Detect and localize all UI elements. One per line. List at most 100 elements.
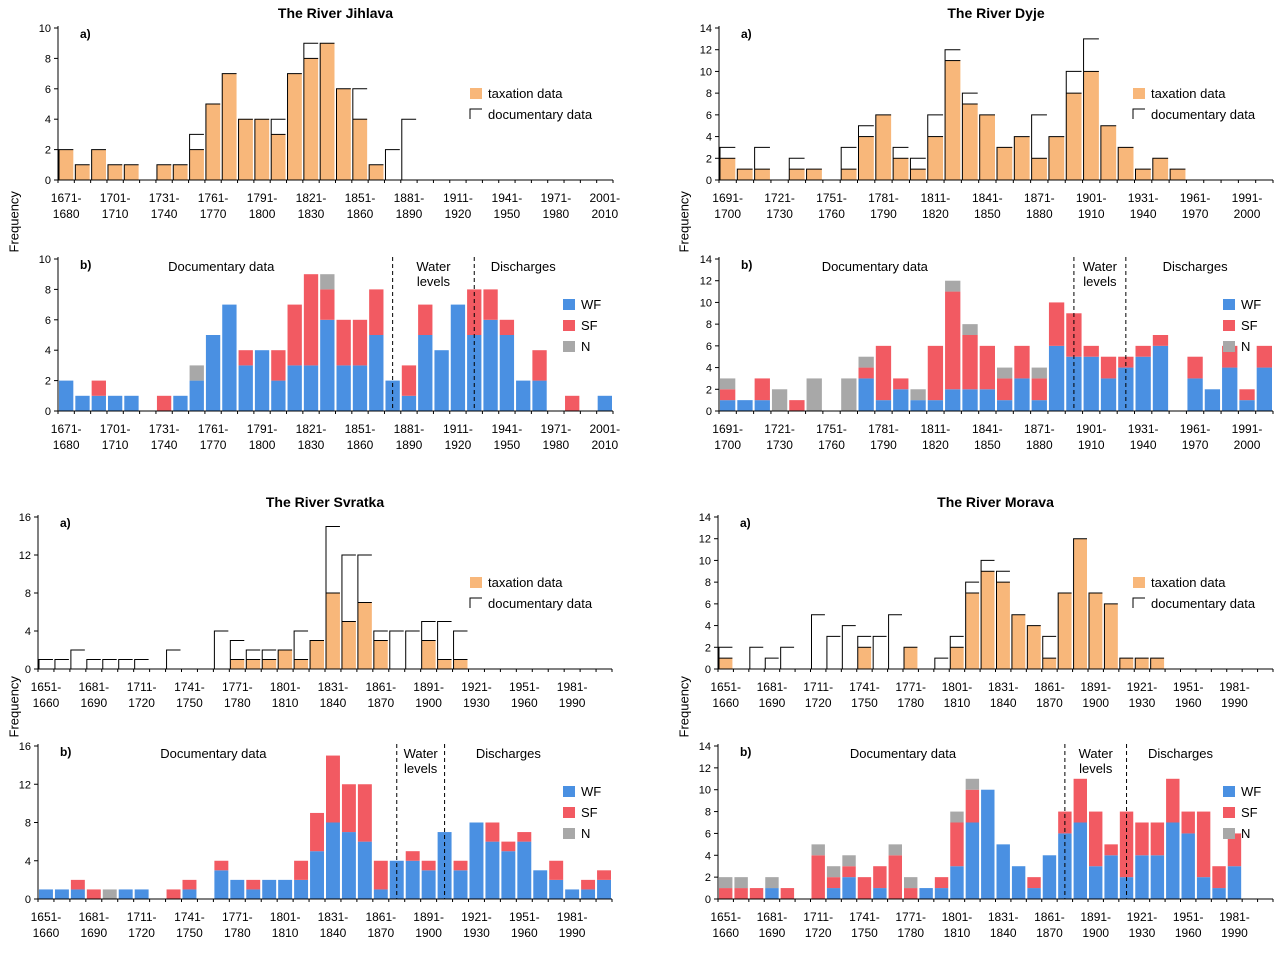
bar-outline-jihlava-a-11 bbox=[238, 118, 253, 180]
bar-taxation-morava-a-28 bbox=[1150, 658, 1165, 669]
x-tick-label-bottom-jihlava-a-7: 1890 bbox=[396, 207, 423, 221]
bar-outline-morava-a-28 bbox=[1150, 657, 1165, 669]
bar-n-morava-b-16 bbox=[965, 778, 980, 790]
section-label-jihlava-b-0-0: Documentary data bbox=[168, 259, 275, 274]
bar-documentary-morava-a-6 bbox=[811, 614, 825, 669]
x-tick-label-bottom-jihlava-a-5: 1830 bbox=[298, 207, 325, 221]
bar-taxation-jihlava-a-13 bbox=[271, 134, 286, 180]
bar-taxation-jihlava-a-11 bbox=[238, 119, 253, 180]
bar-sf-jihlava-b-11 bbox=[238, 350, 253, 366]
bar-sf-svratka-b-28 bbox=[485, 822, 500, 842]
bar-wf-svratka-b-12 bbox=[230, 879, 245, 899]
x-tick-label-top-morava-b-1: 1681- bbox=[757, 910, 788, 924]
bar-taxation-dyje-a-20 bbox=[1066, 93, 1082, 180]
x-tick-label-top-svratka-a-5: 1801- bbox=[270, 680, 301, 694]
bar-sf-dyje-b-14 bbox=[962, 335, 978, 390]
bar-documentary-svratka-a-24 bbox=[421, 621, 436, 641]
y-tick-label-dyje-a-2: 2 bbox=[706, 153, 712, 165]
bar-wf-svratka-b-0 bbox=[39, 889, 53, 899]
bar-taxation-jihlava-a-12 bbox=[254, 119, 270, 180]
panel-label-svratka-a: a) bbox=[60, 516, 71, 530]
x-tick-label-top-dyje-b-3: 1781- bbox=[868, 422, 899, 436]
bar-sf-svratka-b-2 bbox=[70, 879, 85, 890]
bar-wf-dyje-b-13 bbox=[945, 389, 961, 411]
bar-sf-jihlava-b-18 bbox=[352, 319, 368, 366]
bar-wf-jihlava-b-19 bbox=[369, 335, 384, 411]
bar-sf-morava-b-1 bbox=[734, 888, 748, 899]
bar-outline-svratka-a-25 bbox=[437, 621, 452, 669]
bar-taxation-dyje-a-22 bbox=[1100, 125, 1117, 180]
bar-wf-dyje-b-22 bbox=[1100, 378, 1117, 411]
bar-taxation-dyje-a-17 bbox=[1014, 136, 1030, 180]
x-tick-label-bottom-dyje-b-7: 1910 bbox=[1078, 438, 1105, 452]
x-tick-label-bottom-dyje-a-8: 1940 bbox=[1130, 207, 1157, 221]
x-tick-label-top-jihlava-a-2: 1731- bbox=[149, 191, 180, 205]
x-tick-label-bottom-svratka-a-9: 1930 bbox=[463, 696, 490, 710]
x-tick-label-bottom-dyje-b-8: 1940 bbox=[1130, 438, 1157, 452]
bar-documentary-svratka-a-14 bbox=[262, 650, 277, 660]
bar-wf-dyje-b-10 bbox=[893, 389, 909, 411]
bar-taxation-morava-a-27 bbox=[1135, 658, 1149, 669]
bar-outline-morava-a-14 bbox=[934, 657, 949, 669]
y-tick-label-dyje-b-2: 2 bbox=[706, 384, 712, 396]
bar-outline-jihlava-a-4 bbox=[123, 164, 139, 180]
x-tick-label-bottom-svratka-b-2: 1720 bbox=[128, 926, 155, 940]
bar-sf-morava-b-24 bbox=[1089, 811, 1103, 867]
bar-wf-dyje-b-28 bbox=[1204, 389, 1221, 411]
x-tick-label-top-svratka-b-7: 1861- bbox=[365, 910, 396, 924]
bar-outline-dyje-a-13 bbox=[944, 49, 961, 180]
x-tick-label-top-svratka-a-4: 1771- bbox=[222, 680, 253, 694]
bar-n-morava-b-11 bbox=[888, 844, 902, 856]
x-tick-label-top-jihlava-b-2: 1731- bbox=[149, 422, 180, 436]
x-tick-label-top-svratka-b-0: 1651- bbox=[31, 910, 62, 924]
bar-sf-morava-b-7 bbox=[826, 877, 841, 889]
x-tick-label-bottom-svratka-a-2: 1720 bbox=[128, 696, 155, 710]
x-tick-label-top-jihlava-b-5: 1821- bbox=[296, 422, 327, 436]
bar-wf-morava-b-13 bbox=[919, 888, 933, 899]
bar-n-morava-b-8 bbox=[842, 855, 856, 867]
x-tick-label-top-morava-b-3: 1741- bbox=[849, 910, 880, 924]
bar-sf-dyje-b-0 bbox=[720, 389, 736, 401]
bar-taxation-morava-a-16 bbox=[965, 593, 980, 669]
bar-sf-dyje-b-17 bbox=[1014, 345, 1030, 379]
bar-documentary-morava-a-11 bbox=[888, 614, 902, 669]
bar-wf-dyje-b-31 bbox=[1256, 367, 1272, 411]
section-label-morava-b-0-0: Documentary data bbox=[850, 746, 957, 761]
x-tick-label-top-morava-a-6: 1831- bbox=[988, 680, 1019, 694]
x-tick-label-bottom-dyje-a-2: 1760 bbox=[818, 207, 845, 221]
x-tick-label-top-dyje-b-4: 1811- bbox=[921, 422, 951, 436]
y-tick-label-morava-a-10: 10 bbox=[699, 555, 711, 567]
bar-outline-jihlava-a-20 bbox=[384, 149, 400, 180]
bar-documentary-dyje-a-12 bbox=[927, 114, 944, 137]
bar-taxation-svratka-a-12 bbox=[230, 659, 245, 669]
x-tick-label-top-svratka-a-7: 1861- bbox=[365, 680, 396, 694]
panel-label-morava-b: b) bbox=[740, 745, 751, 759]
y-tick-label-dyje-a-10: 10 bbox=[700, 66, 712, 78]
bar-sf-morava-b-2 bbox=[749, 888, 764, 899]
legend-label-morava-a-documentary: documentary data bbox=[1151, 596, 1256, 611]
bar-documentary-svratka-a-1 bbox=[54, 659, 69, 669]
bar-outline-jihlava-a-9 bbox=[205, 103, 221, 180]
bar-documentary-morava-a-8 bbox=[842, 625, 856, 669]
bar-wf-jihlava-b-12 bbox=[254, 350, 270, 411]
section-label-morava-b-2-0: Discharges bbox=[1148, 746, 1214, 761]
bar-sf-dyje-b-21 bbox=[1083, 345, 1099, 357]
bar-n-morava-b-12 bbox=[904, 877, 918, 889]
bar-taxation-dyje-a-12 bbox=[927, 136, 944, 180]
bar-taxation-morava-a-21 bbox=[1042, 658, 1057, 669]
bar-sf-morava-b-28 bbox=[1150, 822, 1165, 856]
section-label-jihlava-b-2-0: Discharges bbox=[491, 259, 557, 274]
bar-outline-dyje-a-23 bbox=[1117, 146, 1134, 180]
y-tick-label-morava-a-0: 0 bbox=[705, 664, 711, 676]
x-tick-label-bottom-morava-a-4: 1780 bbox=[897, 696, 924, 710]
y-tick-label-dyje-a-4: 4 bbox=[706, 132, 712, 144]
bar-sf-jihlava-b-14 bbox=[287, 304, 302, 366]
legend-swatch-morava-a-documentary bbox=[1132, 597, 1145, 608]
y-tick-label-dyje-b-10: 10 bbox=[700, 297, 712, 309]
bar-documentary-dyje-a-13 bbox=[945, 49, 961, 61]
x-tick-label-bottom-jihlava-a-8: 1920 bbox=[445, 207, 472, 221]
bar-wf-svratka-b-15 bbox=[278, 879, 293, 899]
bar-sf-morava-b-20 bbox=[1027, 877, 1041, 889]
bar-outline-dyje-a-4 bbox=[788, 157, 805, 180]
bar-documentary-morava-a-0 bbox=[719, 647, 733, 659]
